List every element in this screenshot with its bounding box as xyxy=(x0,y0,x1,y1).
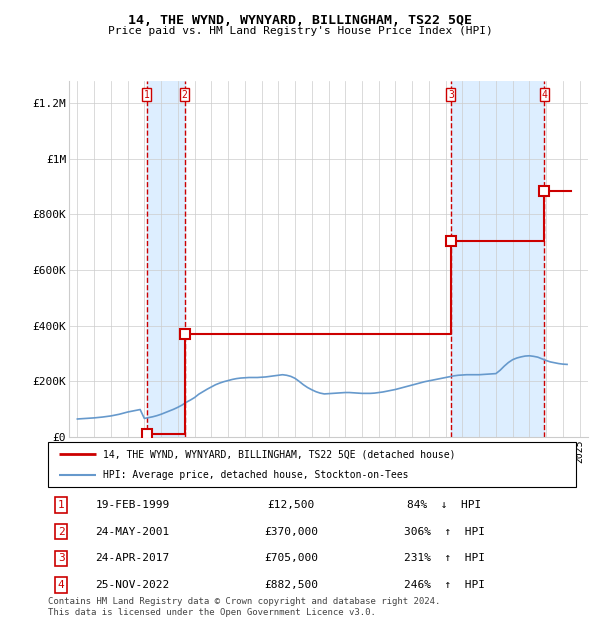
Text: 14, THE WYND, WYNYARD, BILLINGHAM, TS22 5QE (detached house): 14, THE WYND, WYNYARD, BILLINGHAM, TS22 … xyxy=(103,449,456,459)
Text: 3: 3 xyxy=(58,553,65,564)
Text: £12,500: £12,500 xyxy=(267,500,314,510)
Text: 1: 1 xyxy=(58,500,65,510)
Text: 3: 3 xyxy=(448,89,454,100)
FancyBboxPatch shape xyxy=(48,442,576,487)
Text: 4: 4 xyxy=(542,89,547,100)
Text: 25-NOV-2022: 25-NOV-2022 xyxy=(95,580,170,590)
Text: £370,000: £370,000 xyxy=(264,526,318,537)
Text: 14, THE WYND, WYNYARD, BILLINGHAM, TS22 5QE: 14, THE WYND, WYNYARD, BILLINGHAM, TS22 … xyxy=(128,14,472,27)
Text: 2: 2 xyxy=(182,89,187,100)
Bar xyxy=(451,81,544,437)
Text: Price paid vs. HM Land Registry's House Price Index (HPI): Price paid vs. HM Land Registry's House … xyxy=(107,26,493,36)
Text: 24-APR-2017: 24-APR-2017 xyxy=(95,553,170,564)
Text: 231%  ↑  HPI: 231% ↑ HPI xyxy=(404,553,485,564)
Text: 2: 2 xyxy=(58,526,65,537)
Text: 84%  ↓  HPI: 84% ↓ HPI xyxy=(407,500,481,510)
Text: 19-FEB-1999: 19-FEB-1999 xyxy=(95,500,170,510)
Text: HPI: Average price, detached house, Stockton-on-Tees: HPI: Average price, detached house, Stoc… xyxy=(103,469,409,480)
Text: 306%  ↑  HPI: 306% ↑ HPI xyxy=(404,526,485,537)
Bar xyxy=(146,81,185,437)
Text: Contains HM Land Registry data © Crown copyright and database right 2024.
This d: Contains HM Land Registry data © Crown c… xyxy=(48,598,440,617)
Text: 4: 4 xyxy=(58,580,65,590)
Text: £705,000: £705,000 xyxy=(264,553,318,564)
Text: 246%  ↑  HPI: 246% ↑ HPI xyxy=(404,580,485,590)
Text: 24-MAY-2001: 24-MAY-2001 xyxy=(95,526,170,537)
Text: £882,500: £882,500 xyxy=(264,580,318,590)
Text: 1: 1 xyxy=(143,89,149,100)
